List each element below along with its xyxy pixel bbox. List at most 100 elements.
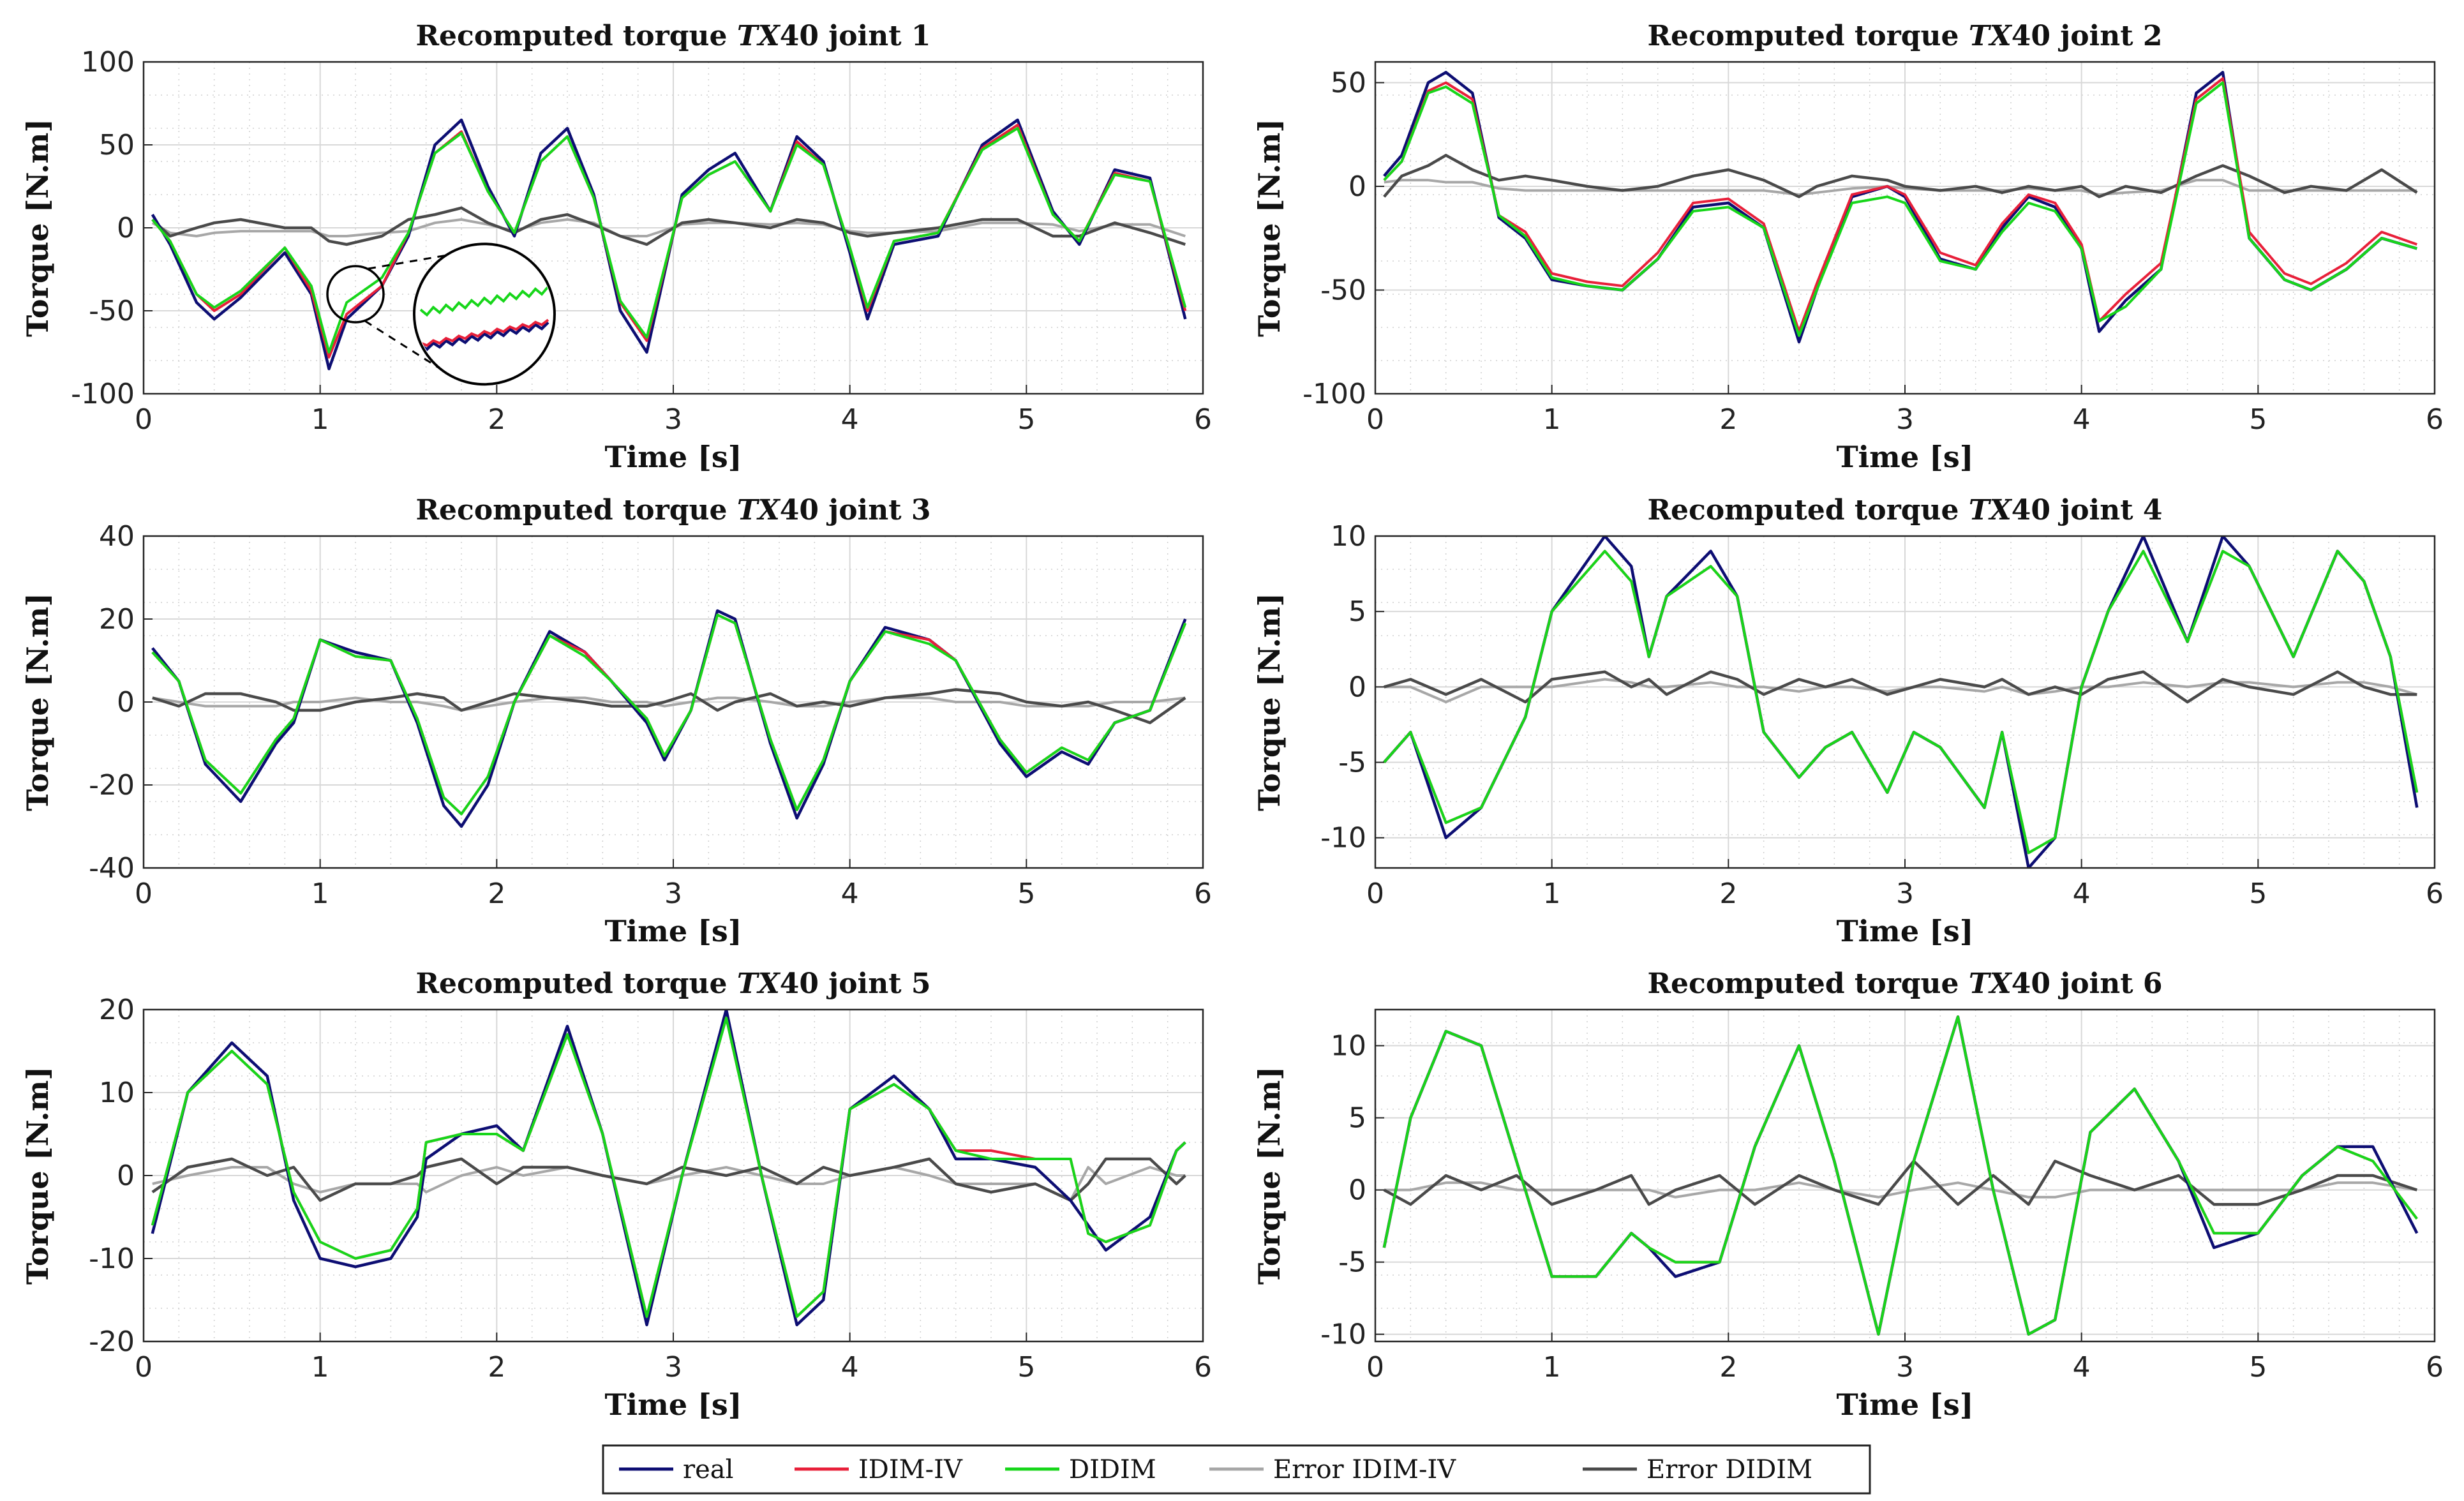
y-tick-label: -10	[89, 1243, 135, 1275]
y-tick-label: -10	[1320, 1318, 1366, 1351]
subplot-title: Recomputed torque TX40 joint 4	[1647, 494, 2162, 526]
series-line-didim	[151, 1017, 1186, 1318]
x-tick-label: 4	[2073, 403, 2091, 436]
y-tick-label: -40	[89, 852, 135, 885]
x-tick-label: 4	[841, 877, 859, 910]
x-tick-label: 6	[2426, 403, 2444, 436]
x-tick-label: 2	[488, 1351, 505, 1384]
series-group	[1382, 1015, 2419, 1336]
y-tick-label: -100	[1303, 378, 1366, 410]
x-axis-label: Time [s]	[1836, 1387, 1973, 1422]
y-tick-label: 10	[1331, 520, 1366, 553]
x-tick-label: 4	[841, 1351, 859, 1384]
series-line-didim	[151, 613, 1187, 816]
y-axis-label: Torque [N.m]	[1252, 119, 1287, 337]
x-tick-label: 4	[2073, 1351, 2091, 1384]
subplot-joint-1: 0 1 2 3 4 5 6 -100 -50 0 50 100 Recomputed torque TX…	[20, 20, 1212, 474]
legend-label-idim-iv: IDIM-IV	[858, 1455, 963, 1484]
y-tick-label: 0	[117, 686, 135, 719]
x-tick-label: 1	[1543, 877, 1561, 910]
series-line-didim	[1382, 1015, 2418, 1336]
y-tick-label: -50	[89, 295, 135, 327]
series-group	[151, 1010, 1186, 1327]
x-tick-label: 5	[1017, 403, 1035, 436]
x-tick-label: 6	[1194, 1351, 1212, 1384]
y-axis-label: Torque [N.m]	[1252, 593, 1287, 811]
x-tick-label: 6	[2426, 1351, 2444, 1384]
series-line-error-didim	[1384, 670, 2417, 704]
zoom-connector	[364, 320, 440, 370]
series-line-error-idim-iv	[1384, 179, 2417, 196]
series-group	[1383, 536, 2419, 868]
y-tick-label: -5	[1338, 747, 1366, 779]
series-line-didim	[151, 127, 1187, 354]
series-group	[151, 609, 1187, 828]
y-tick-label: 0	[117, 1160, 135, 1192]
x-tick-label: 0	[1366, 877, 1384, 910]
x-tick-label: 5	[2249, 1351, 2267, 1384]
y-tick-label: 10	[1331, 1030, 1366, 1063]
x-tick-label: 4	[2073, 877, 2091, 910]
x-tick-label: 0	[135, 403, 153, 436]
subplot-joint-3: 0 1 2 3 4 5 6 -40 -20 0 20 40 Recomputed torque TX40…	[20, 494, 1212, 948]
y-tick-label: 5	[1348, 1102, 1366, 1135]
series-line-didim	[1383, 81, 2417, 337]
y-tick-label: 0	[1348, 671, 1366, 703]
y-tick-label: 50	[99, 129, 135, 161]
x-tick-label: 0	[1366, 1351, 1384, 1384]
y-tick-label: -20	[89, 769, 135, 802]
x-tick-label: 6	[2426, 877, 2444, 910]
y-tick-label: 0	[1348, 1174, 1366, 1207]
y-tick-label: 10	[99, 1077, 135, 1109]
x-tick-label: 2	[488, 877, 505, 910]
y-tick-label: 5	[1348, 595, 1366, 628]
series-line-error-didim	[1383, 154, 2418, 198]
series-line-error-didim	[151, 206, 1186, 246]
x-tick-label: 6	[1194, 403, 1212, 436]
x-tick-label: 0	[135, 1351, 153, 1384]
y-tick-label: -100	[71, 378, 135, 410]
subplot-joint-6: 0 1 2 3 4 5 6 -10 -5 0 5 10 Recomputed torque TX40 j…	[1252, 967, 2444, 1422]
x-tick-label: 3	[664, 877, 682, 910]
x-tick-label: 4	[841, 403, 859, 436]
x-tick-label: 3	[1896, 403, 1914, 436]
x-tick-label: 5	[1017, 1351, 1035, 1384]
series-line-error-idim-iv	[1384, 1181, 2417, 1199]
y-tick-label: 20	[99, 994, 135, 1026]
y-tick-label: -5	[1338, 1246, 1366, 1279]
legend-label-error-idim-iv: Error IDIM-IV	[1273, 1455, 1456, 1484]
zoom-magnified-circle	[412, 243, 556, 386]
x-axis-label: Time [s]	[604, 440, 742, 474]
x-tick-label: 2	[1719, 877, 1737, 910]
y-tick-label: -50	[1320, 274, 1366, 307]
series-line-error-didim	[1383, 1160, 2417, 1206]
x-axis-label: Time [s]	[1836, 440, 1973, 474]
y-axis-label: Torque [N.m]	[1252, 1066, 1287, 1285]
x-tick-label: 2	[1719, 1351, 1737, 1384]
x-tick-label: 2	[1719, 403, 1737, 436]
legend-label-didim: DIDIM	[1069, 1455, 1156, 1484]
series-line-error-didim	[152, 688, 1186, 724]
x-axis-label: Time [s]	[604, 914, 742, 948]
x-tick-label: 3	[1896, 877, 1914, 910]
subplot-title: Recomputed torque TX40 joint 2	[1647, 20, 2162, 52]
y-axis-label: Torque [N.m]	[20, 1066, 55, 1285]
x-axis-label: Time [s]	[604, 1387, 742, 1422]
x-tick-label: 0	[1366, 403, 1384, 436]
y-tick-label: 50	[1331, 67, 1366, 100]
x-tick-label: 3	[664, 1351, 682, 1384]
subplot-title: Recomputed torque TX40 joint 3	[415, 494, 930, 526]
series-line-error-didim	[151, 1157, 1186, 1202]
y-tick-label: -20	[89, 1326, 135, 1358]
zoom-inset	[326, 243, 556, 386]
y-tick-label: -10	[1320, 822, 1366, 855]
zoom-line-didim	[419, 285, 549, 317]
series-line-didim	[1383, 549, 2419, 855]
x-tick-label: 5	[1017, 877, 1035, 910]
subplot-title: Recomputed torque TX40 joint 1	[415, 20, 930, 52]
x-tick-label: 1	[311, 1351, 329, 1384]
zoom-line-real	[419, 321, 549, 352]
y-tick-label: 40	[99, 520, 135, 553]
x-axis-label: Time [s]	[1836, 914, 1973, 948]
